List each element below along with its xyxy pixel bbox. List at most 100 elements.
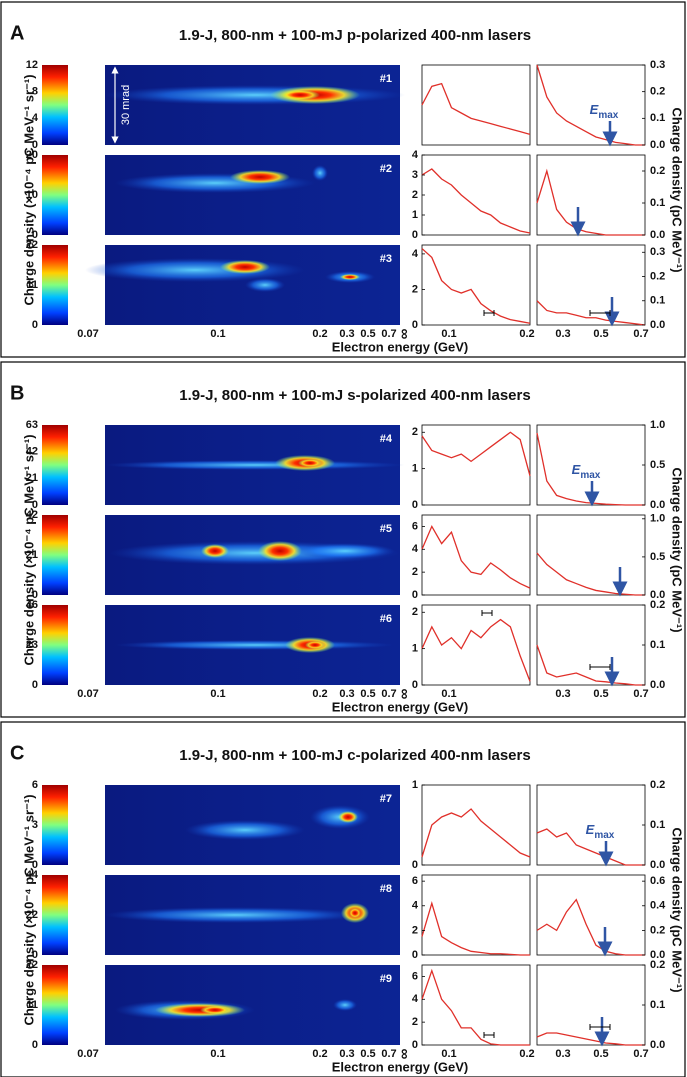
left-tick-label: 4 — [412, 993, 419, 1005]
right-tick-label: 0.0 — [650, 949, 665, 961]
beam-streak — [312, 165, 328, 181]
panel-letter: B — [10, 382, 24, 404]
panel-letter: A — [10, 22, 24, 44]
x-axis-label: Electron energy (GeV) — [332, 699, 469, 714]
colorbar-tick-label: 10 — [26, 189, 38, 201]
right-tick-label: 0.2 — [650, 959, 665, 971]
colorbar — [42, 875, 68, 955]
emax-symbol: E — [590, 102, 599, 117]
beam-hot — [200, 1006, 230, 1014]
left-axis-label: Charge density (×10⁻⁴ pC MeV⁻¹ sr⁻¹) — [21, 794, 36, 1025]
emax-symbol: E — [586, 822, 595, 837]
right-tick-label: 0.2 — [650, 270, 665, 282]
right-tick-label: 0.2 — [650, 86, 665, 98]
left-tick-label: 0 — [412, 1039, 418, 1051]
right-tick-label: 0.0 — [650, 589, 665, 601]
colorbar-tick-label: 0 — [32, 859, 38, 871]
colorbar — [42, 155, 68, 235]
right-tick-label: 0.1 — [650, 819, 665, 831]
beam-hot — [340, 274, 360, 280]
left-plot-x-tick-label: 0.1 — [441, 688, 456, 700]
right-tick-label: 0.1 — [650, 999, 665, 1011]
shot-label: #9 — [380, 973, 392, 985]
left-spectrum-line — [421, 248, 531, 324]
right-tick-label: 0.1 — [650, 639, 665, 651]
right-tick-label: 0.0 — [650, 499, 665, 511]
left-tick-label: 2 — [412, 606, 418, 618]
image-x-tick-label: 0.7 — [381, 328, 396, 340]
shot-label: #6 — [380, 613, 392, 625]
left-tick-label: 2 — [412, 924, 418, 936]
right-spectrum-line — [536, 168, 645, 236]
left-plot-frame — [421, 604, 531, 686]
panel-frame — [0, 721, 686, 1077]
colorbar-tick-label: 0 — [32, 589, 38, 601]
x-axis-label: Electron energy (GeV) — [332, 1059, 469, 1074]
beam-hot — [230, 170, 290, 184]
right-tick-label: 1.0 — [650, 513, 665, 525]
right-plot-x-tick-label: 0.3 — [555, 1048, 570, 1060]
colorbar-tick-label: 0 — [32, 499, 38, 511]
left-tick-label: 2 — [412, 566, 418, 578]
colorbar-tick-label: 23 — [26, 639, 38, 651]
left-tick-label: 2 — [412, 426, 418, 438]
colorbar — [42, 965, 68, 1045]
left-tick-label: 0 — [412, 859, 418, 871]
colorbar — [42, 65, 68, 145]
right-tick-label: 0.3 — [650, 59, 665, 71]
emax-label: Emax — [572, 462, 601, 480]
colorbar-tick-label: 44 — [26, 869, 39, 881]
panel-letter: C — [10, 742, 24, 764]
shot-label: #5 — [380, 523, 392, 535]
emax-symbol: E — [572, 462, 581, 477]
colorbar — [42, 245, 68, 325]
right-plot-frame — [536, 514, 646, 596]
beam-hot — [349, 908, 361, 918]
image-x-tick-label: 0.2 — [312, 328, 327, 340]
beam-hot — [280, 90, 320, 100]
left-tick-label: 2 — [412, 189, 418, 201]
left-spectrum-line — [421, 168, 531, 234]
left-plot-frame — [421, 64, 531, 146]
image-x-tick-label: ∞ — [396, 329, 413, 340]
right-plot-x-tick-label: 0.3 — [555, 328, 570, 340]
beam-streak — [333, 999, 357, 1011]
left-plot-frame — [421, 244, 531, 326]
right-tick-label: 0.2 — [650, 779, 665, 791]
colorbar-tick-label: 0 — [32, 319, 38, 331]
left-spectrum-line — [421, 82, 531, 135]
right-spectrum-line — [536, 300, 646, 326]
beam-streak — [185, 820, 305, 840]
colorbar-tick-label: 21 — [26, 549, 38, 561]
right-spectrum-line — [536, 644, 645, 686]
x-axis-label: Electron energy (GeV) — [332, 339, 469, 354]
right-axis-label: Charge density (pC MeV⁻¹) — [670, 467, 685, 632]
emax-subscript: max — [594, 830, 614, 841]
beam-hot — [201, 544, 229, 558]
right-tick-label: 0.0 — [650, 229, 665, 241]
right-tick-label: 0.4 — [650, 900, 666, 912]
image-x-tick-label: 0.5 — [360, 1048, 375, 1060]
colorbar-tick-label: 11 — [26, 279, 38, 291]
colorbar-tick-label: 22 — [26, 239, 38, 251]
image-x-tick-label: 0.7 — [381, 688, 396, 700]
colorbar-tick-label: 0 — [32, 679, 38, 691]
right-tick-label: 0.6 — [650, 875, 665, 887]
left-tick-label: 0 — [412, 589, 418, 601]
right-plot-x-tick-label: 0.5 — [593, 688, 608, 700]
panel-title: 1.9-J, 800-nm + 100-mJ c-polarized 400-n… — [179, 747, 530, 764]
left-tick-label: 6 — [412, 970, 418, 982]
right-plot-frame — [536, 874, 646, 956]
right-plot-x-tick-label: 0.7 — [633, 328, 648, 340]
left-plot-frame — [421, 784, 531, 866]
right-plot-x-tick-label: 0.7 — [633, 688, 648, 700]
emax-label: Emax — [586, 822, 615, 840]
beam-streak — [115, 640, 395, 650]
left-tick-label: 4 — [412, 543, 419, 555]
left-plot-x-tick-label: 0.1 — [441, 1048, 456, 1060]
colorbar — [42, 425, 68, 505]
left-tick-label: 1 — [412, 779, 418, 791]
spectrum-image — [105, 155, 400, 235]
left-tick-label: 1 — [412, 463, 418, 475]
